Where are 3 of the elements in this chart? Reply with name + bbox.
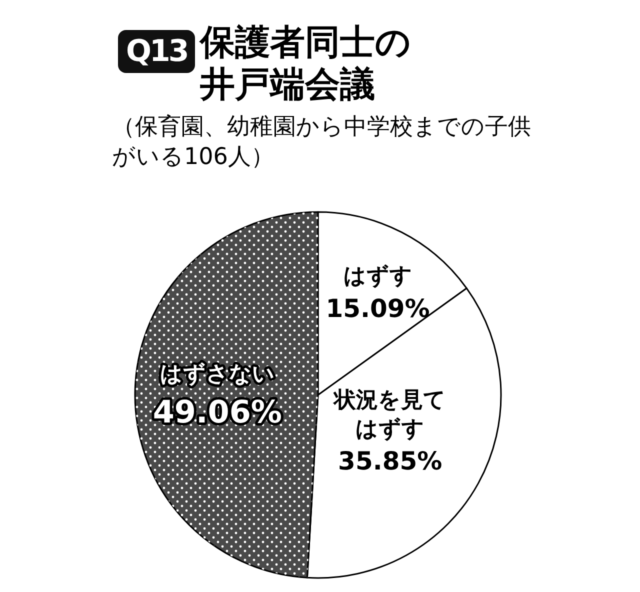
chart-title: 保護者同士の井戸端会議 [200, 22, 412, 106]
annotation: Q13 [118, 30, 196, 73]
chart-subtitle: （保育園、幼稚園から中学校までの子供がいる106人） [112, 113, 532, 172]
